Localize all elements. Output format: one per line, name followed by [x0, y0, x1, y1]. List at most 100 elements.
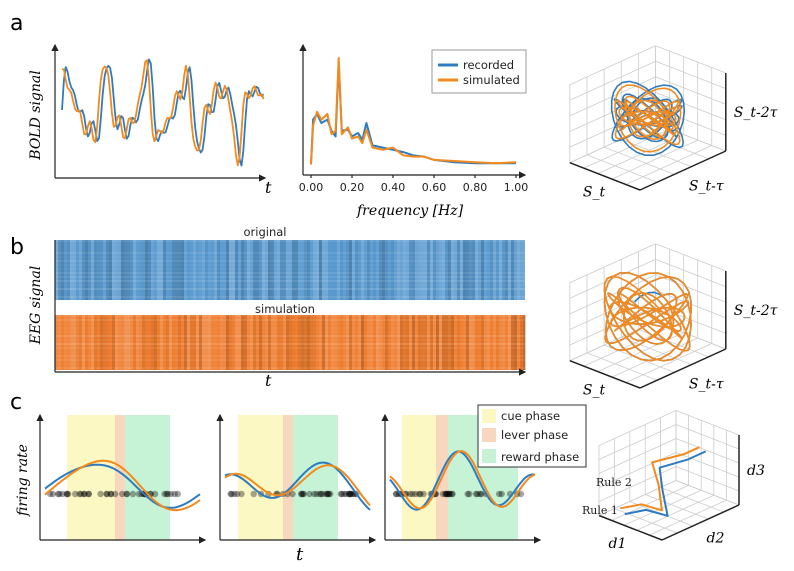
- heatmap-simulation-cell: [64, 315, 67, 370]
- heatmap-simulation-cell: [247, 315, 250, 370]
- heatmap-simulation-cell: [127, 315, 130, 370]
- heatmap-original-cell: [157, 240, 160, 300]
- legend-reward: reward phase: [501, 450, 579, 464]
- heatmap-simulation-cell: [88, 315, 91, 370]
- spike-dot: [164, 490, 171, 498]
- heatmap-original-cell: [151, 240, 154, 300]
- spike-dot: [107, 490, 115, 498]
- spike-dot: [341, 490, 348, 498]
- heatmap-simulation-cell: [358, 315, 361, 370]
- latent-space-grid: [660, 487, 724, 513]
- heatmap-original-cell: [430, 240, 433, 300]
- heatmap-original-cell: [175, 240, 178, 300]
- heatmap-original-cell: [460, 240, 463, 300]
- firing-xlabel: t: [296, 544, 304, 565]
- spike-dot: [123, 490, 131, 498]
- heatmap-original-cell: [475, 240, 478, 300]
- heatmap-simulation-cell: [370, 315, 373, 370]
- state-space-eeg-grid: [569, 243, 656, 284]
- heatmap-original-cell: [61, 240, 64, 300]
- heatmap-original-cell: [121, 240, 124, 300]
- spike-dot: [103, 490, 110, 498]
- legend-lever-swatch: [482, 428, 496, 442]
- legend-cue: cue phase: [501, 409, 560, 423]
- heatmap-simulation-cell: [58, 315, 61, 370]
- heatmap-simulation-cell: [451, 315, 454, 370]
- heatmap-simulation-cell: [118, 315, 121, 370]
- spike-dot: [63, 490, 70, 498]
- heatmap-original-row: [55, 280, 525, 282]
- heatmap-original-cell: [427, 240, 430, 300]
- spike-dot: [392, 490, 400, 498]
- spike-dot: [478, 490, 485, 498]
- spike-dot: [348, 490, 355, 498]
- spike-dot: [442, 490, 449, 498]
- heatmap-simulation-cell: [472, 315, 475, 370]
- heatmap-simulation-cell: [268, 315, 271, 370]
- heatmap-simulation-cell: [94, 315, 97, 370]
- heatmap-simulation-cell: [487, 315, 490, 370]
- heatmap-simulation-cell: [391, 315, 394, 370]
- state-space-bold-grid: [655, 60, 726, 89]
- heatmap-original-cell: [355, 240, 358, 300]
- heatmap-simulation-cell: [427, 315, 430, 370]
- heatmap-simulation-cell: [289, 315, 292, 370]
- heatmap-simulation-row: [55, 335, 525, 337]
- heatmap-simulation-cell: [55, 315, 58, 370]
- heatmap-simulation-row: [55, 355, 525, 357]
- heatmap-simulation-cell: [394, 315, 397, 370]
- heatmap-original-row: [55, 276, 525, 278]
- panel-label-a: a: [10, 11, 23, 36]
- heatmap-simulation-cell: [343, 315, 346, 370]
- state-space-eeg-grid: [655, 243, 726, 272]
- spike-dot: [313, 490, 320, 498]
- spike-dot: [498, 490, 505, 498]
- heatmap-simulation-cell: [301, 315, 304, 370]
- heatmap-original-cell: [298, 240, 301, 300]
- bold-ylabel: BOLD signal: [28, 70, 44, 160]
- spike-dot: [298, 490, 305, 498]
- heatmap-simulation-cell: [433, 315, 436, 370]
- heatmap-simulation-cell: [82, 315, 85, 370]
- heatmap-original-cell: [523, 240, 526, 300]
- heatmap-simulation-row: [55, 319, 525, 321]
- spike-dot: [250, 490, 257, 498]
- heatmap-original-cell: [412, 240, 415, 300]
- heatmap-original-cell: [163, 240, 166, 300]
- latent-space-grid: [636, 494, 714, 531]
- heatmap-original-cell: [262, 240, 265, 300]
- spike-dot: [163, 490, 170, 498]
- heatmap-original-cell: [118, 240, 121, 300]
- heatmap-original-cell: [184, 240, 187, 300]
- firing-plot-1-recorded: [44, 463, 201, 509]
- heatmap-simulation-cell: [103, 315, 106, 370]
- spike-dot: [298, 490, 305, 498]
- spike-dot: [107, 490, 115, 498]
- heatmap-original-cell: [307, 240, 310, 300]
- heatmap-original-cell: [463, 240, 466, 300]
- latent-space-grid: [645, 494, 709, 520]
- state-space-eeg-grid: [625, 343, 712, 383]
- state-space-bold-axis-label-2: S_t-τ: [689, 179, 724, 195]
- heatmap-original-cell: [472, 240, 475, 300]
- spike-dot: [306, 490, 313, 498]
- heatmap-original-cell: [148, 240, 151, 300]
- latent-space-grid: [675, 466, 740, 492]
- latent-space-grid: [675, 452, 740, 478]
- heatmap-original-cell: [517, 240, 520, 300]
- heatmap-original-cell: [244, 240, 247, 300]
- state-space-eeg-axis-2: [639, 348, 727, 389]
- latent-space-axis-label-2: d2: [707, 531, 725, 547]
- heatmap-original-cell: [295, 240, 298, 300]
- heatmap-original-cell: [292, 240, 295, 300]
- heatmap-simulation-row: [55, 343, 525, 345]
- latent-space-grid: [598, 466, 677, 502]
- state-space-bold-grid: [655, 45, 726, 74]
- heatmap-original-cell: [289, 240, 292, 300]
- heatmap-original-cell: [253, 240, 256, 300]
- spike-dot: [319, 490, 326, 498]
- spike-dot: [112, 490, 119, 498]
- heatmap-original-cell: [448, 240, 451, 300]
- heatmap-simulation-cell: [202, 315, 205, 370]
- spike-dot: [64, 490, 72, 498]
